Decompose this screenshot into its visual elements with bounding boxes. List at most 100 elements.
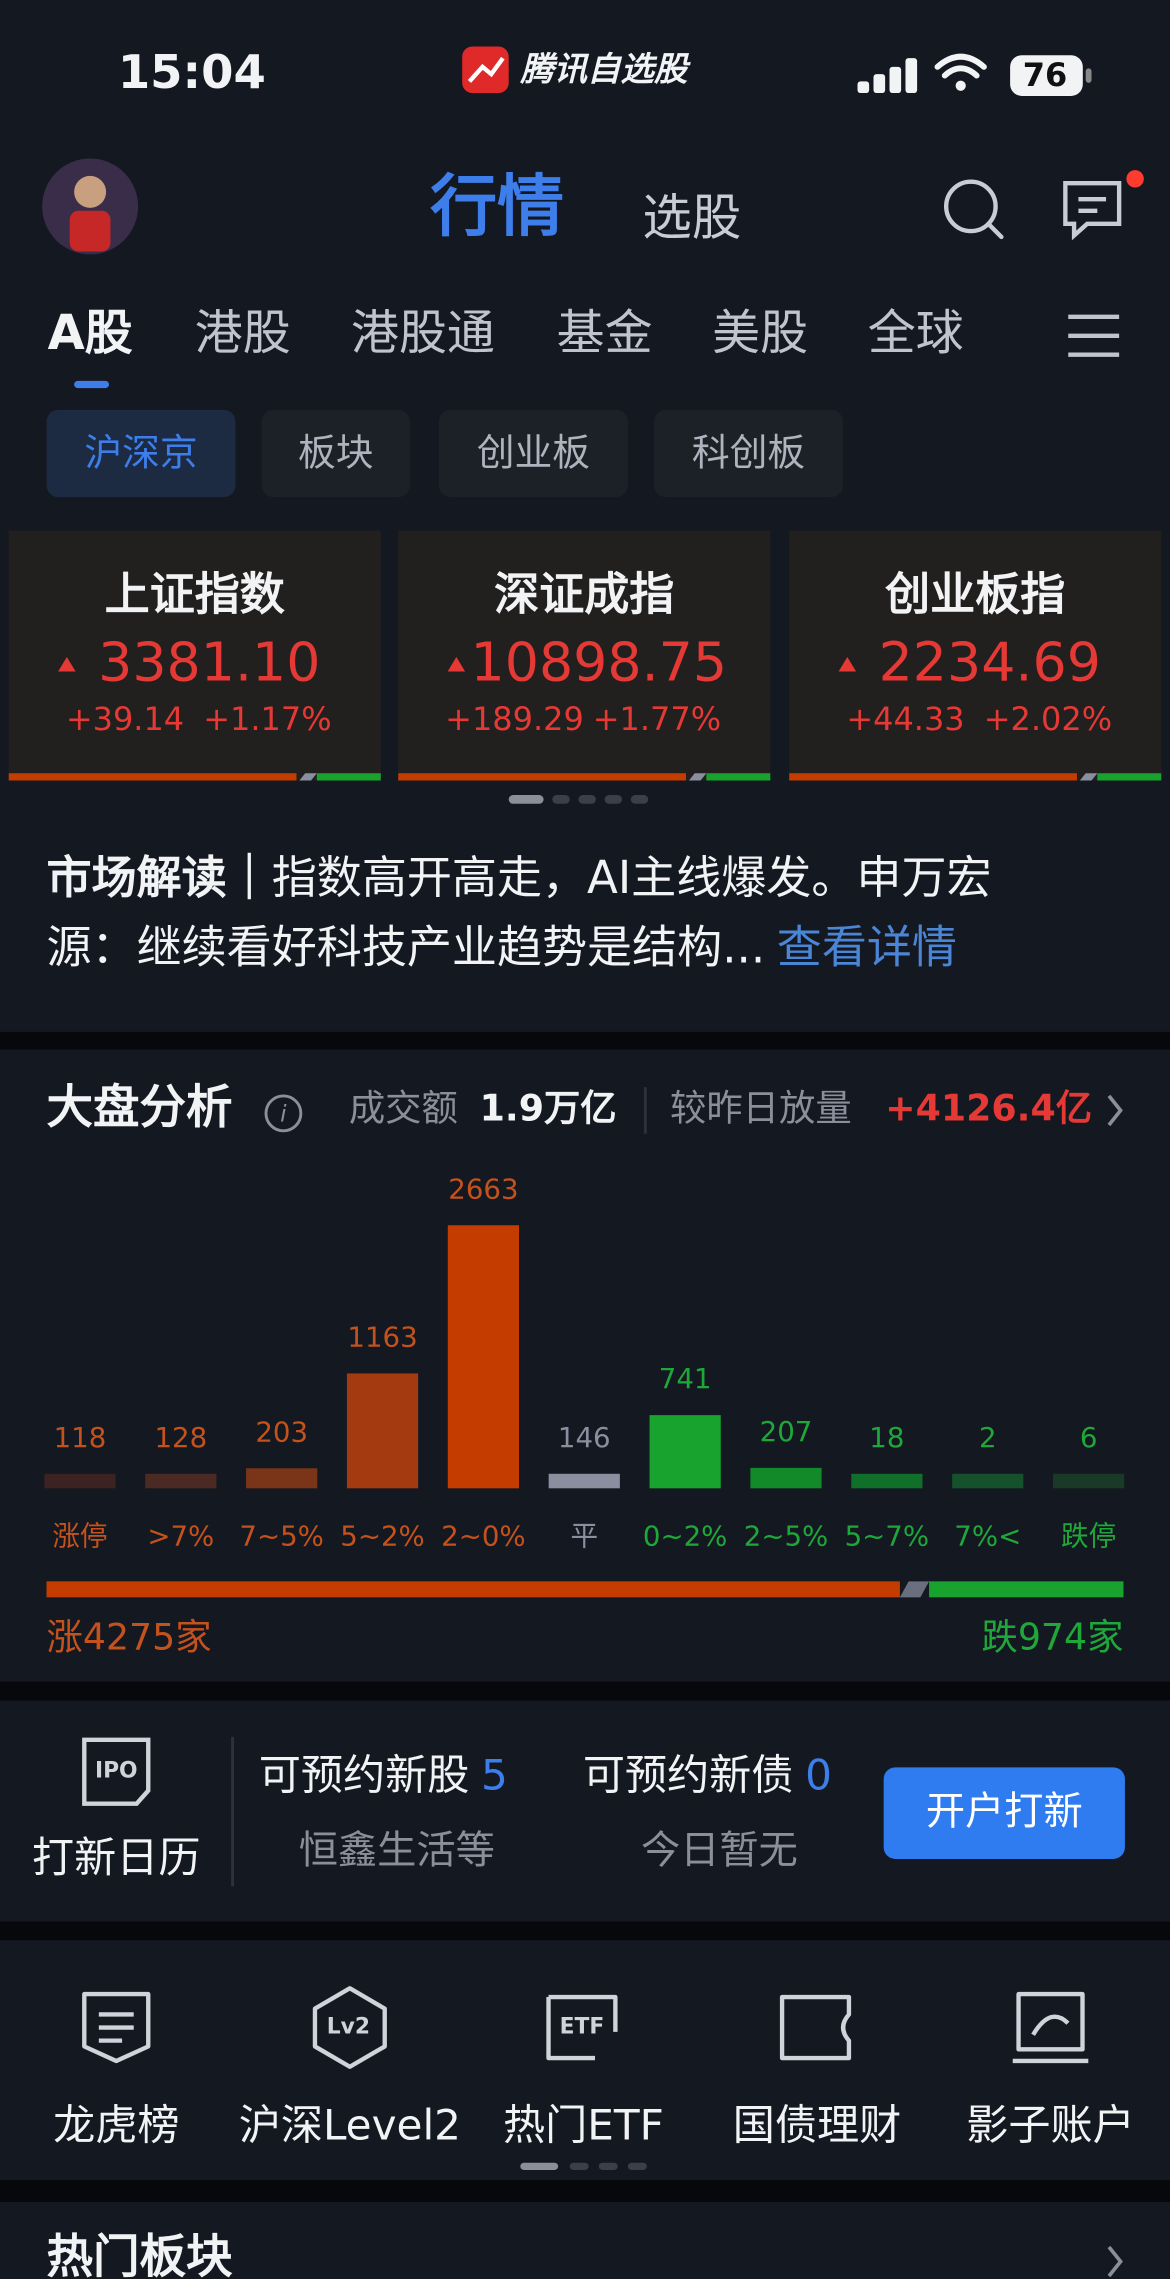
- header-tab-active[interactable]: 行情: [430, 167, 564, 245]
- market-tab[interactable]: 港股: [195, 305, 291, 361]
- chevron[interactable]: [1107, 1094, 1123, 1127]
- index-breadth-flat: [299, 773, 317, 781]
- x-category-label: 跌停: [1061, 1520, 1116, 1553]
- up-arrow: [447, 656, 466, 672]
- index-breadth-up: [8, 773, 297, 781]
- signal-bar: [873, 74, 886, 94]
- shortcut-icon[interactable]: [312, 1986, 387, 2069]
- info-glyph: i: [280, 1100, 287, 1127]
- shortcut-label[interactable]: 影子账户: [966, 2100, 1134, 2149]
- x-category-label: 2~0%: [441, 1520, 526, 1553]
- ipo-bonds-count: 0: [805, 1750, 832, 1799]
- status-time: 15:04: [118, 45, 266, 99]
- battery-level: 76: [1023, 56, 1068, 94]
- fall-count: 974: [1018, 1615, 1087, 1658]
- bar-value-label: 118: [54, 1421, 107, 1454]
- news-separator: ｜: [227, 851, 272, 904]
- sub-tab-bg[interactable]: [46, 409, 236, 498]
- info-icon[interactable]: [264, 1094, 303, 1133]
- sub-tab-active[interactable]: 沪深京: [84, 430, 197, 474]
- shortcut-icon[interactable]: [779, 1994, 852, 2061]
- shortcut-icon[interactable]: [546, 1994, 618, 2061]
- index-change: +39.14: [66, 700, 184, 738]
- index-breadth-up: [398, 773, 687, 781]
- breadth-down: [929, 1581, 1124, 1598]
- turnover-value: 1.9万亿: [480, 1086, 617, 1129]
- message-icon[interactable]: [1063, 180, 1122, 241]
- page-dot: [604, 795, 623, 804]
- index-card[interactable]: [8, 530, 381, 781]
- sub-tab[interactable]: 科创板: [692, 430, 805, 474]
- section-title[interactable]: 热门板块: [47, 2230, 233, 2279]
- header-tab[interactable]: 选股: [642, 188, 741, 246]
- sub-tab[interactable]: 创业板: [477, 430, 590, 474]
- notification-dot: [1126, 170, 1144, 188]
- shortcut-label[interactable]: 龙虎榜: [53, 2100, 179, 2149]
- wifi-dot: [955, 80, 966, 91]
- page-dot: [578, 795, 596, 804]
- x-category-label: 平: [570, 1520, 598, 1553]
- breadth-flat: [899, 1581, 930, 1598]
- market-tab[interactable]: 全球: [868, 305, 964, 361]
- market-tab[interactable]: 基金: [557, 305, 653, 361]
- shortcut-icon[interactable]: [1012, 1991, 1089, 2064]
- ipo-stocks-note: 恒鑫生活等: [299, 1829, 495, 1874]
- shortcut-label[interactable]: 热门ETF: [503, 2100, 664, 2149]
- page-dot-active: [508, 795, 544, 804]
- news-line: 源：继续看好科技产业趋势是结构... 查看详情: [47, 921, 957, 974]
- shortcut-icon-text: Lv2: [327, 2015, 370, 2040]
- wifi-icon: [934, 53, 987, 79]
- signal-bar: [857, 81, 870, 94]
- x-category-label: 7~5%: [239, 1520, 324, 1553]
- section-title: 大盘分析: [47, 1080, 233, 1134]
- ipo-calendar-label[interactable]: 打新日历: [32, 1833, 201, 1882]
- market-tab[interactable]: 港股通: [351, 305, 495, 361]
- news-line: 市场解读｜指数高开高走，AI主线爆发。申万宏: [47, 851, 992, 904]
- sub-tab-bg[interactable]: [261, 409, 410, 498]
- battery-cap: [1085, 68, 1092, 83]
- ipo-icon[interactable]: [82, 1737, 151, 1806]
- bar: [750, 1467, 822, 1489]
- news-link[interactable]: 查看详情: [777, 921, 957, 974]
- market-tab[interactable]: 美股: [712, 305, 808, 361]
- ipo-stocks[interactable]: 可预约新股 5: [259, 1750, 508, 1799]
- section-divider: [0, 2180, 1170, 2202]
- volume-change-value: +4126.4亿: [885, 1086, 1092, 1129]
- fall-summary: 跌974家: [981, 1615, 1123, 1658]
- x-category-label: 2~5%: [744, 1520, 829, 1553]
- shortcut-label[interactable]: 沪深Level2: [239, 2100, 461, 2149]
- page-dot: [630, 795, 649, 804]
- ipo-bonds[interactable]: 可预约新债 0: [583, 1750, 832, 1799]
- shortcut-icon[interactable]: [82, 1991, 151, 2064]
- section-divider: [0, 1681, 1170, 1701]
- bar: [952, 1473, 1024, 1489]
- index-price: 10898.75: [471, 630, 728, 693]
- index-price: 3381.10: [98, 630, 320, 693]
- news-tag: 市场解读: [47, 851, 227, 904]
- ipo-button[interactable]: [883, 1767, 1125, 1859]
- bar-value-label: 6: [1080, 1421, 1098, 1454]
- x-category-label: 0~2%: [643, 1520, 728, 1553]
- up-arrow: [838, 656, 857, 672]
- x-category-label: 7%<: [954, 1520, 1021, 1553]
- ipo-button-label[interactable]: 开户打新: [926, 1789, 1083, 1834]
- market-tab-active[interactable]: A股: [48, 305, 133, 361]
- chevron[interactable]: [1107, 2245, 1123, 2278]
- signal-bar: [905, 58, 918, 94]
- bar-value-label: 18: [869, 1421, 904, 1454]
- breadth-up: [46, 1581, 900, 1598]
- index-card[interactable]: [398, 530, 771, 781]
- rise-count: 4275: [83, 1615, 175, 1658]
- sub-tab-bg[interactable]: [654, 409, 843, 498]
- signal-bar: [889, 66, 902, 94]
- shortcut-label[interactable]: 国债理财: [733, 2100, 902, 2149]
- index-card[interactable]: [789, 530, 1162, 781]
- ipo-stocks-count: 5: [481, 1750, 508, 1799]
- sub-tab-bg[interactable]: [438, 409, 628, 498]
- index-name: 上证指数: [105, 567, 286, 620]
- bar: [649, 1415, 721, 1489]
- sub-tab[interactable]: 板块: [298, 430, 374, 474]
- bar-value-label: 741: [659, 1362, 712, 1395]
- search-icon[interactable]: [943, 179, 998, 234]
- volume-change-label: 较昨日放量: [670, 1086, 852, 1129]
